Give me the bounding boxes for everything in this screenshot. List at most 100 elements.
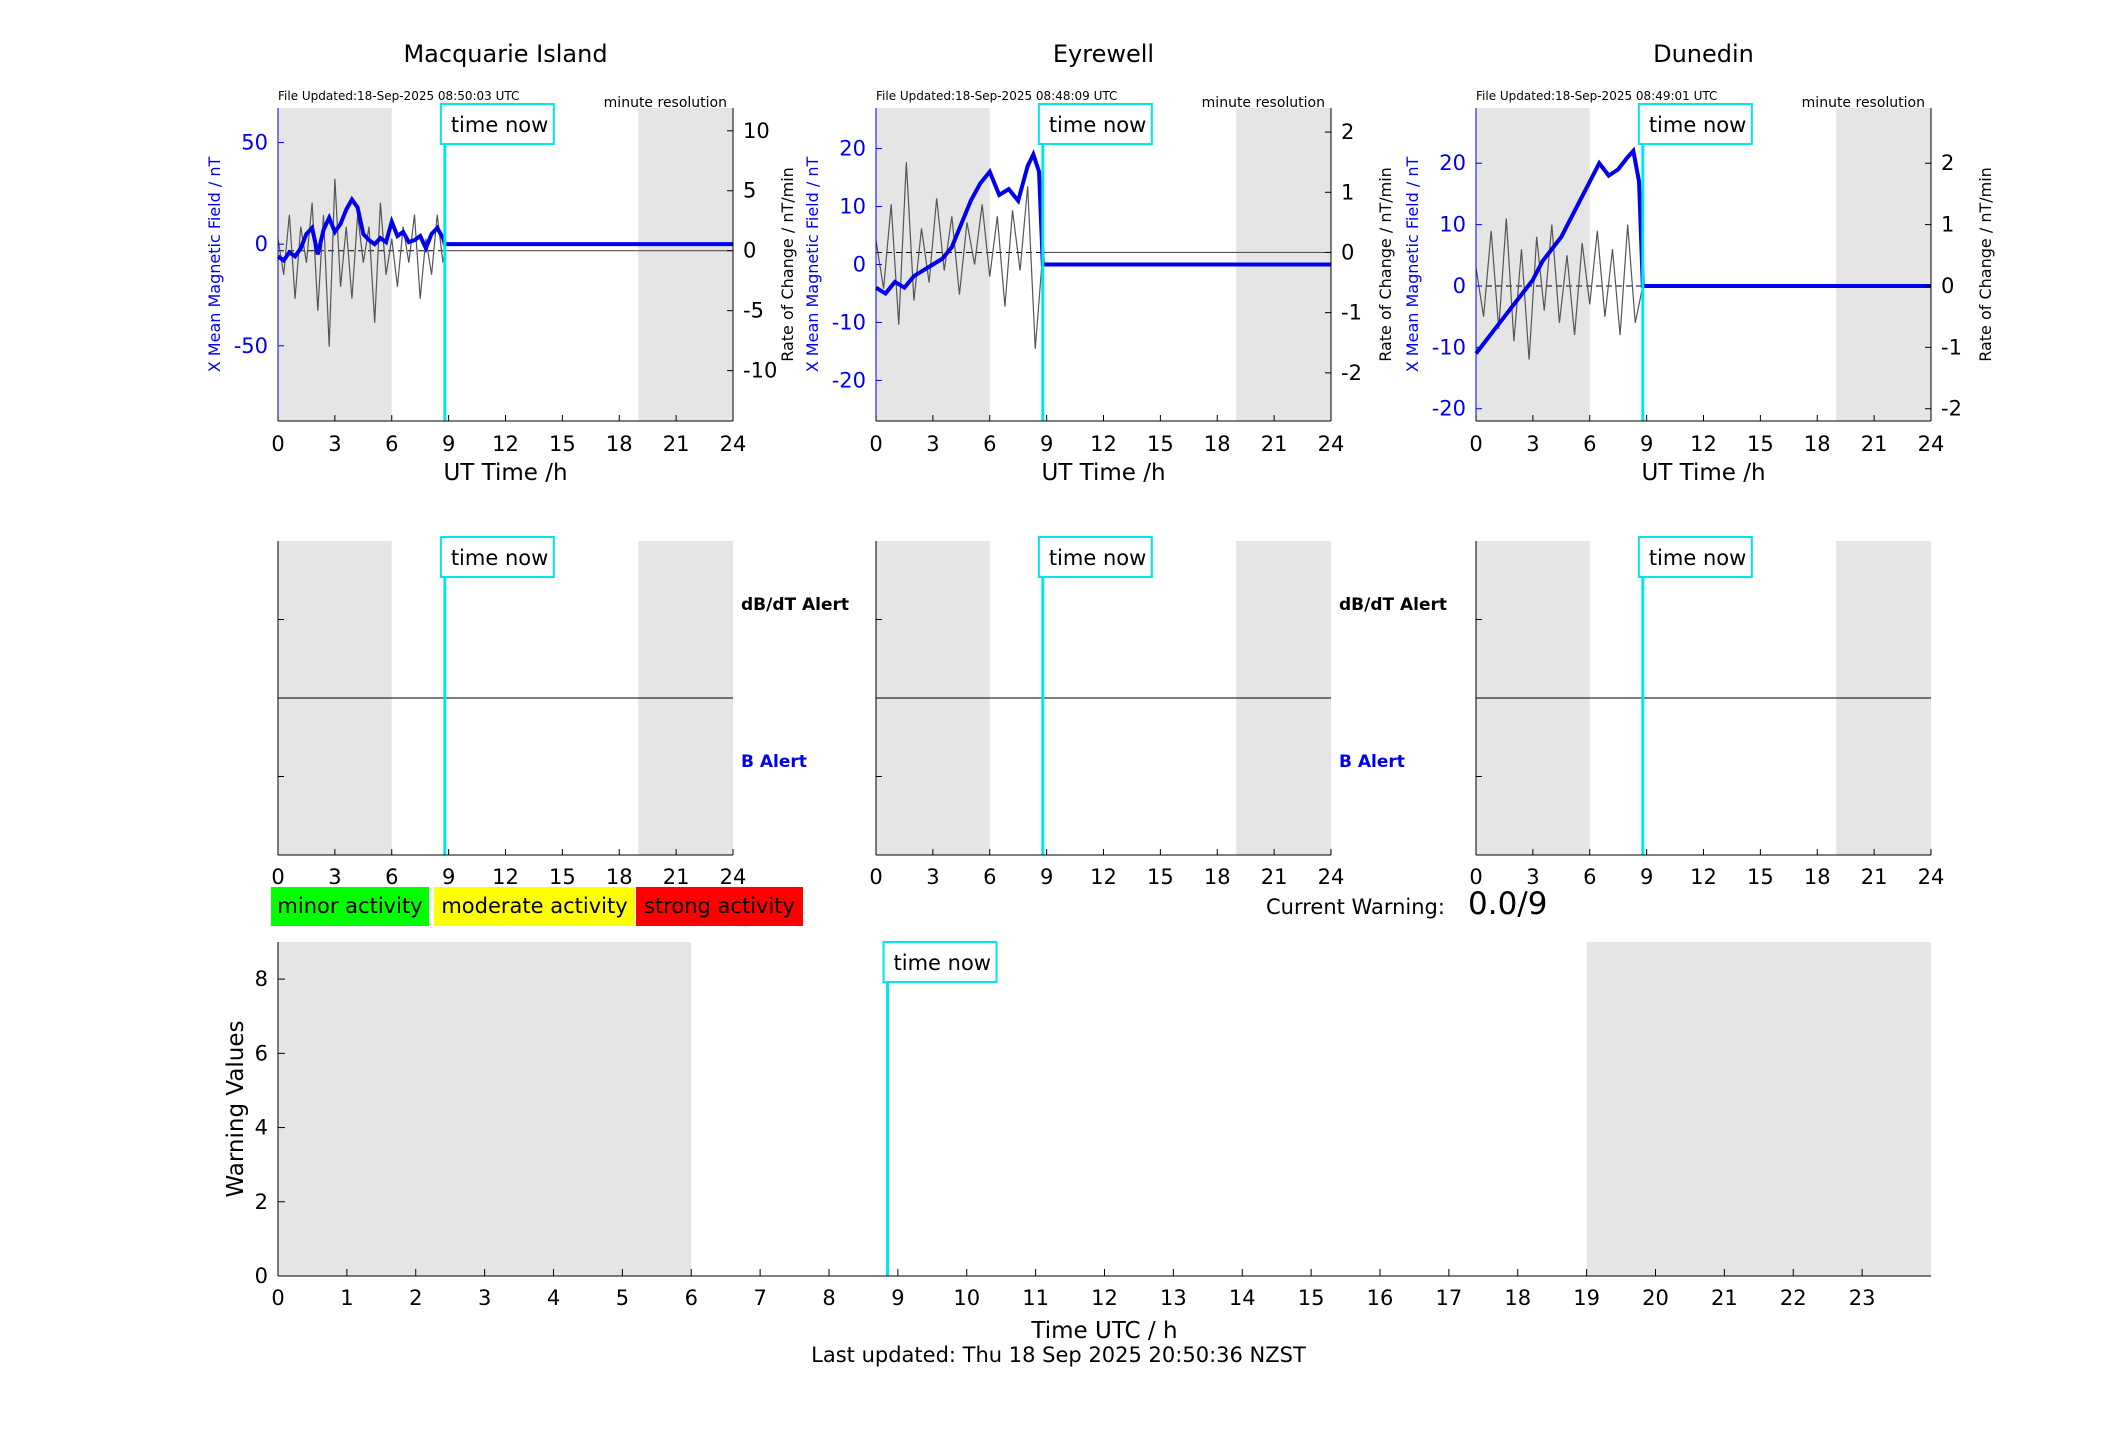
- y-right-tick-label: 0: [1941, 274, 1954, 298]
- x-tick-label: 14: [1229, 1286, 1256, 1310]
- x-tick-label: 12: [492, 865, 519, 889]
- station-panel-dunedin: Dunedin File Updated:18-Sep-2025 08:49:01…: [1403, 40, 1995, 889]
- magnetic-field-series: [874, 149, 1331, 297]
- x-tick-label: 15: [1147, 865, 1174, 889]
- y-left-tick-label: 0: [255, 232, 268, 256]
- y-tick-label: 2: [255, 1190, 268, 1214]
- alert-panel: time now 0 3 6 9 12 15 18 21 24: [1469, 536, 1945, 889]
- y-left-tick-label: -50: [234, 334, 268, 358]
- y-tick-label: 8: [255, 967, 268, 991]
- file-updated-text: File Updated:18-Sep-2025 08:48:09 UTC: [876, 89, 1117, 103]
- x-tick-label: 3: [478, 1286, 491, 1310]
- y-right-tick-label: 10: [743, 119, 770, 143]
- x-tick-label: 0: [271, 1286, 284, 1310]
- current-warning-value: 0.0/9: [1468, 886, 1548, 922]
- x-tick-label: 15: [1298, 1286, 1325, 1310]
- magnetic-field-series: [1474, 146, 1931, 355]
- dbdt-alert-label: dB/dT Alert: [741, 595, 849, 615]
- y-axis-label: Warning Values: [223, 1020, 249, 1197]
- x-tick-label: 9: [442, 865, 455, 889]
- x-tick-label: 9: [1040, 865, 1053, 889]
- x-tick-label: 0: [271, 432, 284, 456]
- y-right-axis-label: Rate of Change / nT/min: [778, 167, 797, 362]
- x-tick-label: 20: [1642, 1286, 1669, 1310]
- night-shading: [638, 108, 733, 421]
- y-left-tick-label: -10: [1432, 335, 1466, 359]
- station-title: Macquarie Island: [403, 40, 607, 68]
- x-tick-label: 10: [953, 1286, 980, 1310]
- file-updated-text: File Updated:18-Sep-2025 08:49:01 UTC: [1476, 89, 1717, 103]
- station-panel-macquarie-island: Macquarie Island File Updated:18-Sep-2025…: [205, 40, 849, 889]
- y-left-tick-label: 10: [1439, 213, 1466, 237]
- legend-item-minor: minor activity: [271, 887, 429, 926]
- y-left-tick-label: 20: [839, 137, 866, 161]
- x-tick-label: 0: [271, 865, 284, 889]
- x-tick-label: 0: [869, 432, 882, 456]
- alert-panel: time now 0 3 6 9 12 15 18 21 24 dB/dT Alert B Alert: [869, 536, 1447, 889]
- x-tick-label: 18: [1504, 1286, 1531, 1310]
- x-tick-label: 3: [328, 432, 341, 456]
- night-shading: [1476, 108, 1590, 421]
- x-axis-label: UT Time /h: [1641, 460, 1765, 486]
- x-tick-label: 24: [720, 432, 747, 456]
- x-tick-label: 24: [1918, 865, 1945, 889]
- y-tick-label: 4: [255, 1116, 268, 1140]
- y-right-axis-label: Rate of Change / nT/min: [1376, 167, 1395, 362]
- x-tick-label: 9: [1040, 432, 1053, 456]
- y-right-tick-label: -5: [743, 299, 764, 323]
- x-tick-label: 6: [385, 865, 398, 889]
- x-tick-label: 3: [1526, 432, 1539, 456]
- x-tick-label: 0: [869, 865, 882, 889]
- y-right-tick-label: 2: [1941, 151, 1954, 175]
- x-tick-label: 15: [1747, 865, 1774, 889]
- y-right-tick-label: 0: [1341, 240, 1354, 264]
- x-tick-label: 6: [385, 432, 398, 456]
- rate-of-change-series: [1475, 218, 1931, 360]
- x-tick-label: 12: [1090, 865, 1117, 889]
- x-tick-label: 9: [1640, 865, 1653, 889]
- x-tick-label: 21: [663, 865, 690, 889]
- x-tick-label: 9: [442, 432, 455, 456]
- magnetic-field-series: [276, 195, 733, 264]
- time-now-label: time now: [1649, 546, 1746, 570]
- x-tick-label: 6: [983, 865, 996, 889]
- x-tick-label: 18: [1204, 432, 1231, 456]
- night-shading: [278, 108, 392, 421]
- x-tick-label: 4: [547, 1286, 560, 1310]
- x-tick-label: 6: [1583, 432, 1596, 456]
- x-tick-label: 0: [1469, 432, 1482, 456]
- y-left-tick-label: 10: [839, 195, 866, 219]
- x-tick-label: 3: [328, 865, 341, 889]
- y-left-axis-label: X Mean Magnetic Field / nT: [1403, 157, 1422, 373]
- x-tick-label: 15: [1147, 432, 1174, 456]
- resolution-text: minute resolution: [604, 95, 727, 111]
- x-tick-label: 21: [1261, 865, 1288, 889]
- x-tick-label: 19: [1573, 1286, 1600, 1310]
- x-axis-label: UT Time /h: [443, 460, 567, 486]
- x-tick-label: 9: [1640, 432, 1653, 456]
- x-tick-label: 24: [1918, 432, 1945, 456]
- x-tick-label: 18: [606, 432, 633, 456]
- time-now-label: time now: [451, 546, 548, 570]
- current-warning-label: Current Warning:: [1266, 895, 1445, 919]
- time-now-label-box: [1637, 536, 1753, 578]
- x-axis-label: Time UTC / h: [1030, 1318, 1177, 1344]
- x-tick-label: 18: [606, 865, 633, 889]
- x-tick-label: 15: [549, 865, 576, 889]
- station-title: Dunedin: [1653, 40, 1754, 68]
- y-right-tick-label: -2: [1941, 397, 1962, 421]
- y-left-tick-label: -20: [1432, 397, 1466, 421]
- x-tick-label: 6: [1583, 865, 1596, 889]
- x-tick-label: 12: [1690, 865, 1717, 889]
- y-left-tick-label: 0: [853, 253, 866, 277]
- x-tick-label: 3: [926, 432, 939, 456]
- station-panel-eyrewell: Eyrewell File Updated:18-Sep-2025 08:48:0…: [803, 40, 1447, 889]
- x-tick-label: 23: [1849, 1286, 1876, 1310]
- night-shading: [1586, 942, 1931, 1276]
- rate-of-change-series: [875, 162, 1331, 349]
- x-tick-label: 21: [1861, 865, 1888, 889]
- time-now-label-box: [1637, 103, 1753, 145]
- y-right-tick-label: -1: [1941, 335, 1962, 359]
- legend-item-strong: strong activity: [636, 887, 803, 926]
